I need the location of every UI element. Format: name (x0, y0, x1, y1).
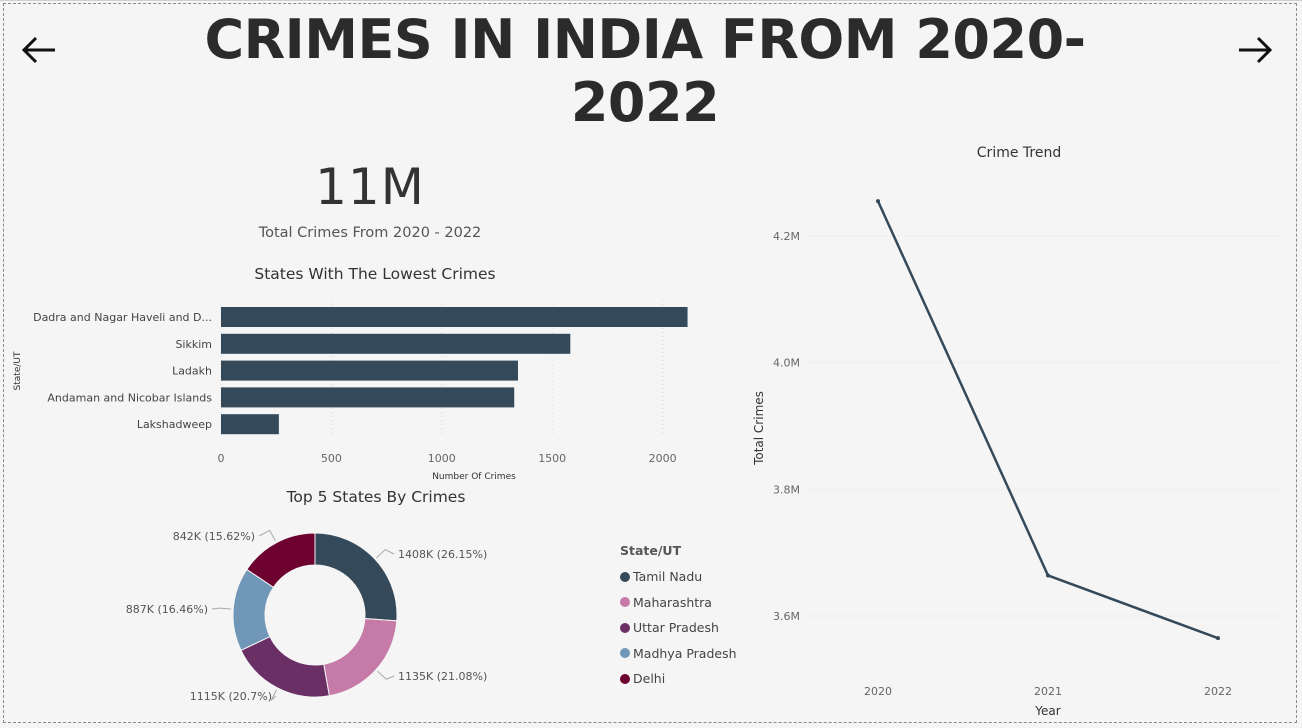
line-y-tick-label: 4.0M (773, 357, 800, 370)
donut-data-label: 1115K (20.7%) (190, 690, 272, 703)
legend-label: Madhya Pradesh (633, 645, 737, 661)
bar-x-axis-title: Number Of Crimes (432, 472, 516, 482)
legend-label: Uttar Pradesh (633, 620, 719, 636)
legend-marker (620, 571, 630, 582)
donut-data-label: 1135K (21.08%) (398, 670, 487, 683)
bar-category-label: Dadra and Nagar Haveli and D... (33, 311, 212, 324)
bar-x-tick-label: 500 (321, 452, 342, 465)
top5-states-donut-chart[interactable]: Top 5 States By Crimes 1408K (26.15%) 1135… (0, 480, 610, 720)
bar-category-label: Andaman and Nicobar Islands (47, 391, 212, 404)
bar[interactable] (221, 414, 279, 435)
bar-category-label: Ladakh (172, 365, 212, 378)
legend-item[interactable]: Delhi (620, 666, 737, 692)
legend-marker (620, 622, 630, 633)
donut-data-label: 887K (16.46%) (126, 603, 208, 616)
line-x-tick-label: 2021 (1034, 685, 1062, 698)
bar-x-tick-label: 0 (218, 452, 225, 465)
bar-category-label: Sikkim (175, 338, 212, 351)
page-title: CRIMES IN INDIA FROM 2020-2022 (204, 8, 1086, 134)
line-y-tick-label: 4.2M (773, 230, 800, 243)
line-y-tick-label: 3.6M (773, 610, 800, 623)
donut-leader-line (376, 548, 395, 559)
line-point[interactable] (1046, 573, 1050, 578)
legend-marker (620, 673, 630, 684)
donut-slice[interactable] (323, 618, 398, 697)
line-x-axis-title: Year (1034, 704, 1060, 718)
bar[interactable] (221, 360, 518, 381)
line-point[interactable] (876, 199, 880, 204)
bar-y-axis-title: State/UT (13, 351, 23, 390)
line-x-tick-label: 2022 (1204, 685, 1232, 698)
donut-data-label: 842K (15.62%) (173, 530, 255, 543)
back-arrow-icon[interactable]: Previous page (20, 30, 60, 70)
legend-item[interactable]: Uttar Pradesh (620, 615, 737, 641)
line-y-axis-title: Total Crimes (752, 391, 766, 466)
legend-marker (620, 648, 630, 659)
donut-chart-title: Top 5 States By Crimes (286, 488, 466, 506)
legend-label: Delhi (633, 671, 666, 687)
kpi-total-crimes-value: 11M (315, 158, 425, 216)
donut-leader-line (377, 670, 395, 680)
legend-marker (620, 597, 630, 608)
donut-slice[interactable] (240, 635, 330, 698)
top-border (0, 0, 1302, 1)
kpi-total-crimes-label: Total Crimes From 2020 - 2022 (258, 225, 482, 241)
donut-leader-line (211, 607, 232, 610)
donut-slice[interactable] (314, 532, 398, 622)
bar-x-tick-label: 2000 (649, 452, 677, 465)
legend-item[interactable]: Madhya Pradesh (620, 641, 737, 667)
legend-label: Maharashtra (633, 594, 712, 610)
report-frame (3, 3, 1297, 723)
crime-trend-line-chart[interactable]: Crime Trend 3.6M 3.8M 4.0M 4.2M 2020 2021 2022 Y… (740, 130, 1290, 725)
bar-category-label: Lakshadweep (137, 418, 212, 431)
legend-item[interactable]: Maharashtra (620, 590, 737, 616)
donut-legend: State/UT Tamil Nadu Maharashtra Uttar Prad… (620, 543, 737, 692)
bar[interactable] (221, 333, 571, 354)
donut-data-label: 1408K (26.15%) (398, 548, 487, 561)
bar-x-tick-label: 1500 (538, 452, 566, 465)
bar[interactable] (221, 307, 688, 327)
line-point[interactable] (1216, 636, 1220, 641)
legend-item[interactable]: Tamil Nadu (620, 564, 737, 590)
line-chart-title: Crime Trend (977, 145, 1061, 161)
legend-title: State/UT (620, 543, 682, 558)
bar-chart-title: States With The Lowest Crimes (254, 265, 495, 283)
donut-leader-line (258, 529, 276, 542)
forward-arrow-icon[interactable]: Next page (1234, 30, 1274, 70)
line-series[interactable] (876, 200, 1219, 640)
lowest-crimes-bar-chart[interactable]: States With The Lowest Crimes 0 500 1000 150… (0, 255, 720, 485)
bar-x-tick-label: 1000 (428, 452, 456, 465)
legend-label: Tamil Nadu (633, 569, 703, 585)
donut-leader-line (270, 689, 278, 701)
donut-slice[interactable] (246, 532, 316, 588)
line-x-tick-label: 2020 (864, 685, 892, 698)
line-y-tick-label: 3.8M (773, 483, 800, 496)
bar[interactable] (221, 387, 515, 408)
